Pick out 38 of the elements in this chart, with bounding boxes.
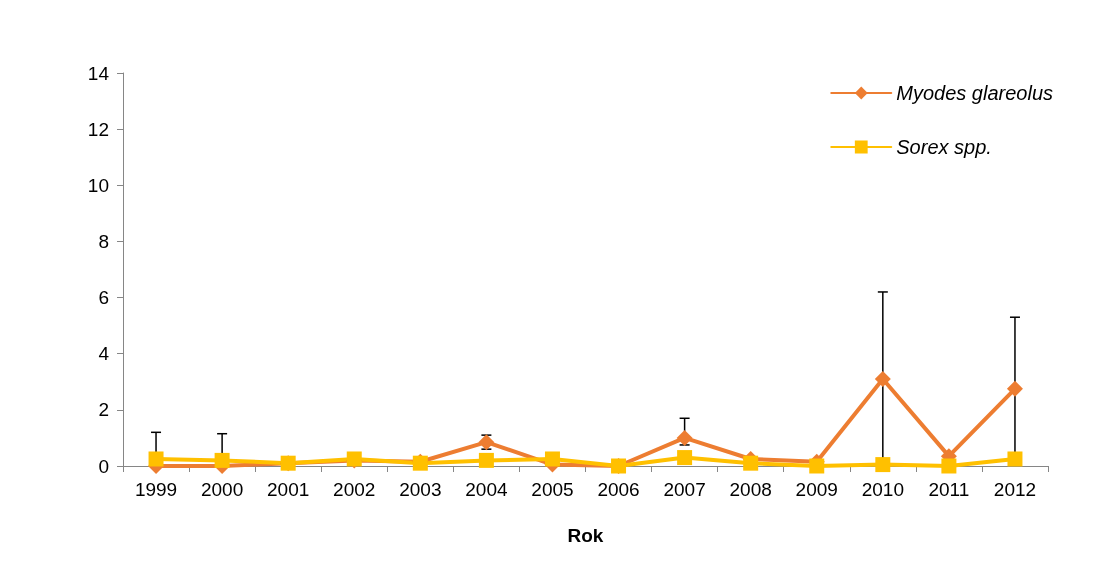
- x-tick-label: 2001: [267, 479, 310, 500]
- point: [148, 451, 164, 467]
- x-tick-label: 2005: [531, 479, 574, 500]
- point: [941, 458, 957, 474]
- x-tick-label: 2003: [399, 479, 442, 500]
- point: [1007, 451, 1023, 467]
- x-tick-label: 2007: [663, 479, 706, 500]
- point: [875, 457, 891, 473]
- y-tick-label: 0: [98, 455, 109, 477]
- x-tick-label: 2011: [928, 479, 970, 500]
- point: [478, 452, 494, 468]
- x-tick-label: 2010: [861, 479, 904, 500]
- x-tick-label: 2012: [993, 479, 1037, 500]
- point: [214, 452, 230, 468]
- y-tick-label: 2: [98, 399, 109, 421]
- x-tick-label: 2009: [795, 479, 838, 500]
- y-tick-label: 6: [98, 287, 109, 309]
- x-tick-label: 2006: [597, 479, 640, 500]
- y-tick-label: 10: [87, 174, 109, 196]
- legend-label: Myodes glareolus: [896, 82, 1053, 104]
- x-tick-label: 2000: [200, 479, 244, 500]
- x-tick-label: 2004: [465, 479, 508, 500]
- point: [874, 370, 891, 387]
- y-tick-label: 14: [87, 62, 110, 84]
- legend-label: Sorex spp.: [896, 136, 992, 158]
- point: [743, 455, 759, 471]
- y-tick-label: 4: [98, 343, 110, 365]
- x-tick-label: 2002: [333, 479, 376, 500]
- point: [1006, 380, 1023, 397]
- y-tick-label: 12: [87, 118, 109, 140]
- point: [677, 450, 693, 466]
- x-axis-title: Rok: [567, 525, 604, 546]
- x-tick-label: 2008: [729, 479, 772, 500]
- y-tick-label: 8: [98, 230, 109, 252]
- point: [676, 429, 693, 446]
- x-tick-label: 1999: [134, 479, 178, 500]
- point: [544, 451, 560, 467]
- point: [809, 458, 825, 474]
